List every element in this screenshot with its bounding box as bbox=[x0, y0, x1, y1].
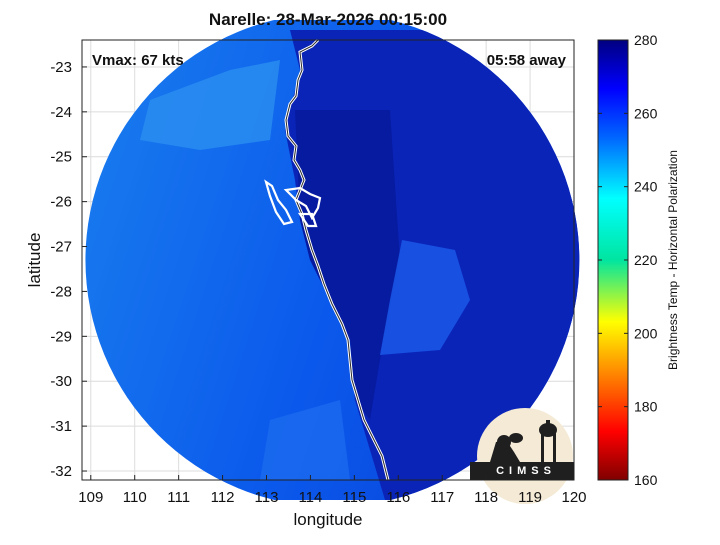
y-tick-label: -23 bbox=[50, 59, 72, 76]
y-tick-label: -29 bbox=[50, 328, 72, 345]
x-tick-label: 120 bbox=[561, 489, 586, 506]
colorbar-tick-label: 240 bbox=[634, 179, 658, 195]
x-tick-label: 114 bbox=[298, 489, 322, 506]
x-tick-label: 111 bbox=[167, 489, 190, 506]
plot-frame bbox=[81, 39, 575, 481]
colorbar-tick-label: 220 bbox=[634, 252, 658, 268]
colorbar-label: Brightness Temp - Horizontal Polarizatio… bbox=[666, 150, 680, 370]
colorbar-tick-label: 280 bbox=[634, 32, 658, 48]
x-tick-label: 112 bbox=[211, 489, 235, 506]
colorbar-tick-label: 160 bbox=[634, 472, 658, 488]
x-tick-label: 110 bbox=[123, 489, 147, 506]
swath-storm-core bbox=[380, 240, 470, 355]
colorbar bbox=[597, 39, 629, 481]
time-away-annotation: 05:58 away bbox=[486, 52, 566, 69]
logo-text: CIMSS bbox=[496, 465, 556, 477]
swath-land-dark bbox=[295, 110, 400, 420]
shark-bay-outline bbox=[264, 179, 322, 228]
swath-image bbox=[85, 20, 580, 500]
swath-ocean-light bbox=[140, 60, 280, 150]
x-tick-label: 115 bbox=[342, 489, 366, 506]
x-axis-label: longitude bbox=[293, 510, 363, 529]
y-tick-label: -25 bbox=[50, 149, 72, 166]
vmax-annotation: Vmax: 67 kts bbox=[92, 52, 184, 69]
chart-title: Narelle: 28-Mar-2026 00:15:00 bbox=[208, 10, 448, 29]
x-tick-label: 119 bbox=[518, 489, 542, 506]
x-tick-label: 118 bbox=[474, 489, 498, 506]
colorbar-tick-label: 200 bbox=[634, 325, 658, 341]
colorbar-tick-label: 180 bbox=[634, 399, 658, 415]
colorbar-tick-label: 260 bbox=[634, 105, 658, 121]
swath-south-light bbox=[260, 400, 350, 480]
y-tick-label: -30 bbox=[50, 373, 72, 390]
x-tick-label: 117 bbox=[430, 489, 454, 506]
colorbar-ticks: 160 180 200 220 240 260 280 bbox=[598, 32, 658, 488]
y-tick-label: -28 bbox=[50, 283, 72, 300]
y-axis-label: latitude bbox=[25, 232, 44, 288]
y-tick-label: -24 bbox=[50, 104, 72, 121]
y-tick-label: -27 bbox=[50, 239, 72, 256]
coastline-inner bbox=[285, 39, 389, 481]
y-tick-label: -31 bbox=[50, 418, 72, 435]
y-tick-label: -32 bbox=[50, 463, 72, 480]
y-tick-label: -26 bbox=[50, 194, 72, 211]
y-axis-ticks: -23 -24 -25 -26 -27 -28 -29 -30 -31 -32 bbox=[50, 59, 87, 480]
x-tick-label: 113 bbox=[255, 489, 279, 506]
x-tick-label: 116 bbox=[386, 489, 410, 506]
x-axis-ticks: 109 110 111 112 113 114 115 116 117 118 119 120 bbox=[78, 475, 587, 506]
x-tick-label: 109 bbox=[78, 489, 103, 506]
